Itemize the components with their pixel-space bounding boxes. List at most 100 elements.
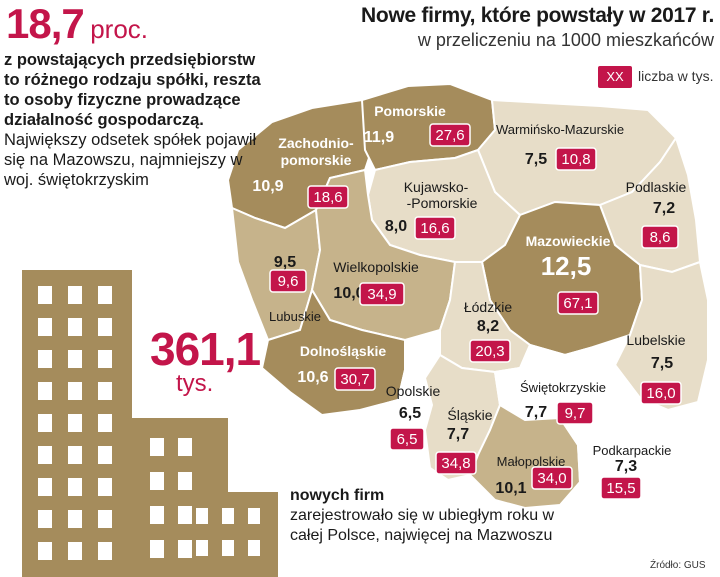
region-rate-lubelskie: 7,5 [651,355,673,372]
region-count-box-lubuskie [269,269,307,293]
region-rate-podkarpackie: 7,3 [615,458,637,475]
building-window [178,472,192,490]
stat-companies-share: 18,7 proc. [6,0,148,48]
region-rate-dolnoslaskie: 10,6 [297,369,328,386]
region-name-mazowieckie: Mazowieckie [526,233,611,249]
region-count-box-zachodnio-pomorskie [307,185,349,209]
building-window [68,382,82,400]
building-window [68,286,82,304]
region-name-kujawsko-pomorskie: Kujawsko- [404,179,469,195]
building-window [68,542,82,560]
building-window [150,472,164,490]
region-count-swietokrzyskie: 9,7 [565,405,586,422]
region-count-box-podlaskie [641,225,679,249]
building-window [38,350,52,368]
buildings-illustration [22,270,278,577]
building-window [38,446,52,464]
chart-subtitle: w przeliczeniu na 1000 mieszkańców [417,30,714,50]
region-rate-lodzkie: 8,2 [477,318,499,335]
stat-new-firms-value: 361,1 [150,323,261,375]
legend-swatch: XX [598,66,632,88]
building-window [98,414,112,432]
region-count-wielkopolskie: 34,9 [367,286,396,303]
building-window [178,438,192,456]
source-note: Źródło: GUS [650,560,706,571]
region-count-box-lodzkie [469,339,511,363]
region-name-dolnoslaskie: Dolnośląskie [300,343,387,359]
building-window [68,446,82,464]
region-count-box-swietokrzyskie [556,401,594,425]
region-rate-malopolskie: 10,1 [495,480,526,497]
region-name-pomorskie: Pomorskie [374,103,446,119]
region-name-swietokrzyskie: Świętokrzyskie [520,380,606,395]
region-count-warminsko-mazurskie: 10,8 [561,151,590,168]
building-window [98,350,112,368]
region-rate-podlaskie: 7,2 [653,200,675,217]
region-count-mazowieckie: 67,1 [563,295,592,312]
stat-new-firms-description: nowych firm zarejestrowało się w ubiegły… [290,486,560,546]
region-rate-mazowieckie: 12,5 [541,251,592,281]
building-window [68,510,82,528]
stat-new-firms-bold: nowych firm [290,487,385,504]
region-count-slaskie: 34,8 [441,455,470,472]
region-count-kujawsko-pomorskie: 16,6 [420,220,449,237]
region-count-dolnoslaskie: 30,7 [340,371,369,388]
building-window [98,318,112,336]
building-window [38,286,52,304]
region-rate-zachodnio-pomorskie: 10,9 [252,178,283,195]
building-window [38,382,52,400]
region-count-box-dolnoslaskie [334,367,376,391]
region-podkarpackie [558,363,680,510]
region-rate-warminsko-mazurskie: 7,5 [525,151,547,168]
chart-title: Nowe firmy, które powstały w 2017 r. [361,4,714,27]
building-window [68,318,82,336]
region-count-box-podkarpackie [600,476,642,500]
region-rate-swietokrzyskie: 7,7 [525,404,547,421]
building-window [150,506,164,524]
building-window [68,414,82,432]
building-window [98,510,112,528]
region-count-box-lubelskie [640,381,682,405]
region-count-box-mazowieckie [557,291,599,315]
building-window [38,478,52,496]
stat-companies-description: z powstających przedsiębiorstw to różneg… [4,50,266,190]
region-name-malopolskie: Małopolskie [497,454,566,469]
region-count-opolskie: 6,5 [397,431,418,448]
region-count-podlaskie: 8,6 [650,229,671,246]
building-window [68,478,82,496]
building-window [248,508,260,524]
region-count-box-wielkopolskie [359,282,405,306]
building-window [196,508,208,524]
region-count-lubelskie: 16,0 [646,385,675,402]
region-name-podlaskie: Podlaskie [626,179,687,195]
stat-new-firms-text: zarejestrowało się w ubiegłym roku w cał… [290,507,555,544]
building-window [196,540,208,556]
building-window [248,540,260,556]
region-rate-slaskie: 7,7 [447,426,469,443]
region-count-podkarpackie: 15,5 [606,480,635,497]
region-name-slaskie: Śląskie [447,406,492,423]
building-window [68,350,82,368]
region-rate-kujawsko-pomorskie: 8,0 [385,218,407,235]
region-name-wielkopolskie: Wielkopolskie [333,259,419,275]
region-name-lodzkie: Łódzkie [464,299,512,315]
stat-companies-unit: proc. [90,14,149,44]
building-window [222,540,234,556]
region-rate-wielkopolskie: 10,0 [333,285,364,302]
building-window [178,540,192,558]
region-name-opolskie: Opolskie [386,383,441,399]
region-name-lubuskie: Lubuskie [269,309,321,324]
building-window [38,414,52,432]
region-name-zachodnio-pomorskie-line2: pomorskie [281,152,352,168]
region-rate-lubuskie: 9,5 [274,254,296,271]
region-rate-opolskie: 6,5 [399,405,421,422]
building-window [178,506,192,524]
region-count-box-warminsko-mazurskie [555,147,597,171]
building-window [98,446,112,464]
region-count-lodzkie: 20,3 [475,343,504,360]
region-count-zachodnio-pomorskie: 18,6 [313,189,342,206]
stat-companies-bold: z powstających przedsiębiorstw to różneg… [4,51,261,129]
building-window [98,382,112,400]
region-lubelskie [613,260,709,412]
